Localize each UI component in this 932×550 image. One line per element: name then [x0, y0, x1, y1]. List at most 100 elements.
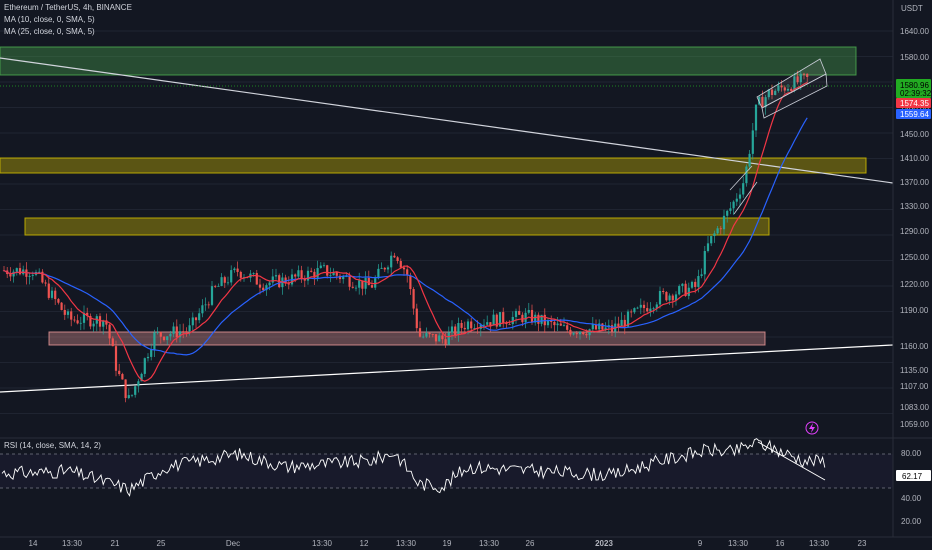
- candle-body: [502, 312, 505, 323]
- candle-body: [70, 311, 73, 320]
- candle-body: [159, 332, 162, 337]
- candle-body: [617, 323, 620, 327]
- candle-body: [745, 166, 748, 184]
- rsi-divergence-line[interactable]: [757, 441, 826, 481]
- ma10-value: 1574.35: [900, 99, 929, 108]
- candle-body: [732, 201, 735, 209]
- candle-body: [646, 308, 649, 312]
- candle-body: [726, 210, 729, 216]
- candle-body: [223, 277, 226, 283]
- candle-body: [719, 228, 722, 230]
- candle-body: [633, 308, 636, 313]
- candle-body: [258, 284, 262, 288]
- breakout-channel[interactable]: [729, 165, 758, 215]
- candle-body: [524, 312, 527, 323]
- candle-body: [655, 304, 658, 309]
- candle-body: [47, 283, 50, 298]
- price-tick-label: 1410.00: [900, 154, 929, 163]
- candle-body: [185, 331, 188, 333]
- price-tick-label: 1290.00: [900, 227, 929, 236]
- time-tick-label: 13:30: [479, 539, 500, 548]
- candle-body: [239, 271, 242, 278]
- candle-body: [354, 287, 358, 289]
- candle-body: [207, 304, 210, 306]
- candle-body: [623, 319, 626, 327]
- candle-body: [274, 275, 278, 277]
- candle-body: [380, 267, 383, 269]
- candle-body: [310, 270, 313, 272]
- candle-body: [694, 281, 697, 287]
- candle-body: [374, 278, 377, 288]
- candle-body: [598, 323, 601, 330]
- candle-body: [319, 265, 322, 269]
- candle-body: [684, 283, 687, 296]
- candle-body: [572, 333, 575, 335]
- lightning-icon[interactable]: [805, 421, 819, 435]
- candle-body: [361, 280, 364, 289]
- candle-body: [447, 332, 450, 345]
- candle-body: [534, 314, 537, 323]
- candle-body: [604, 327, 607, 330]
- candle-body: [351, 286, 354, 288]
- candle-body: [44, 282, 47, 284]
- candle-body: [89, 315, 92, 327]
- candle-body: [124, 379, 127, 399]
- candle-body: [38, 271, 41, 273]
- candle-body: [690, 281, 694, 288]
- rsi-value: 62.17: [902, 472, 923, 481]
- candle-body: [316, 268, 319, 278]
- candle-body: [454, 326, 457, 335]
- candle-body: [98, 316, 102, 327]
- candle-body: [182, 331, 185, 333]
- descending-trendline[interactable]: [0, 57, 894, 184]
- rising-channel[interactable]: [756, 58, 828, 119]
- last-price-value: 1580.96: [900, 81, 929, 90]
- candle-body: [294, 274, 297, 277]
- candle-body: [687, 287, 690, 296]
- candle-body: [134, 386, 137, 395]
- time-tick-label: 13:30: [62, 539, 83, 548]
- candle-body: [473, 327, 476, 329]
- candle-body: [642, 304, 646, 309]
- candle-body: [28, 275, 31, 277]
- rsi-line: [1, 438, 826, 497]
- candle-body: [217, 286, 220, 287]
- ma10-price-tag: 1574.35: [896, 98, 931, 108]
- ascending-trendline[interactable]: [0, 344, 894, 393]
- price-tick-label: 1083.00: [900, 403, 929, 412]
- candle-body: [706, 243, 710, 251]
- candle-body: [681, 283, 684, 287]
- price-tick-label: 1135.00: [900, 366, 929, 375]
- ma25-legend: MA (25, close, 0, SMA, 5): [4, 27, 95, 36]
- candle-body: [671, 295, 674, 301]
- candle-body: [82, 312, 86, 323]
- candle-body: [60, 302, 63, 310]
- candle-body: [668, 295, 671, 301]
- candle-body: [201, 305, 204, 314]
- candle-body: [169, 333, 172, 337]
- time-tick-label: 26: [526, 539, 535, 548]
- candle-body: [415, 308, 418, 329]
- price-tick-label: 1640.00: [900, 27, 929, 36]
- candle-body: [383, 267, 386, 270]
- time-axis[interactable]: 14 13:30 21 25 Dec 13:30 12 13:30 19 13:30 26 2023 9…: [29, 539, 867, 548]
- candle-body: [438, 335, 441, 342]
- candle-body: [377, 268, 380, 279]
- candle-body: [636, 307, 639, 309]
- candle-body: [434, 334, 438, 342]
- candle-body: [172, 326, 175, 334]
- price-tick-label: 1330.00: [900, 202, 929, 211]
- candle-body: [713, 233, 716, 237]
- time-tick-label: 16: [776, 539, 785, 548]
- candle-body: [556, 323, 559, 326]
- candle-body: [466, 321, 470, 330]
- candle-body: [86, 312, 89, 316]
- candle-body: [402, 267, 406, 270]
- time-tick-label: 9: [698, 539, 703, 548]
- candle-body: [425, 332, 428, 337]
- candle-body: [265, 285, 268, 291]
- candle-body: [390, 255, 393, 268]
- time-tick-label: 19: [443, 539, 452, 548]
- candle-body: [41, 271, 44, 283]
